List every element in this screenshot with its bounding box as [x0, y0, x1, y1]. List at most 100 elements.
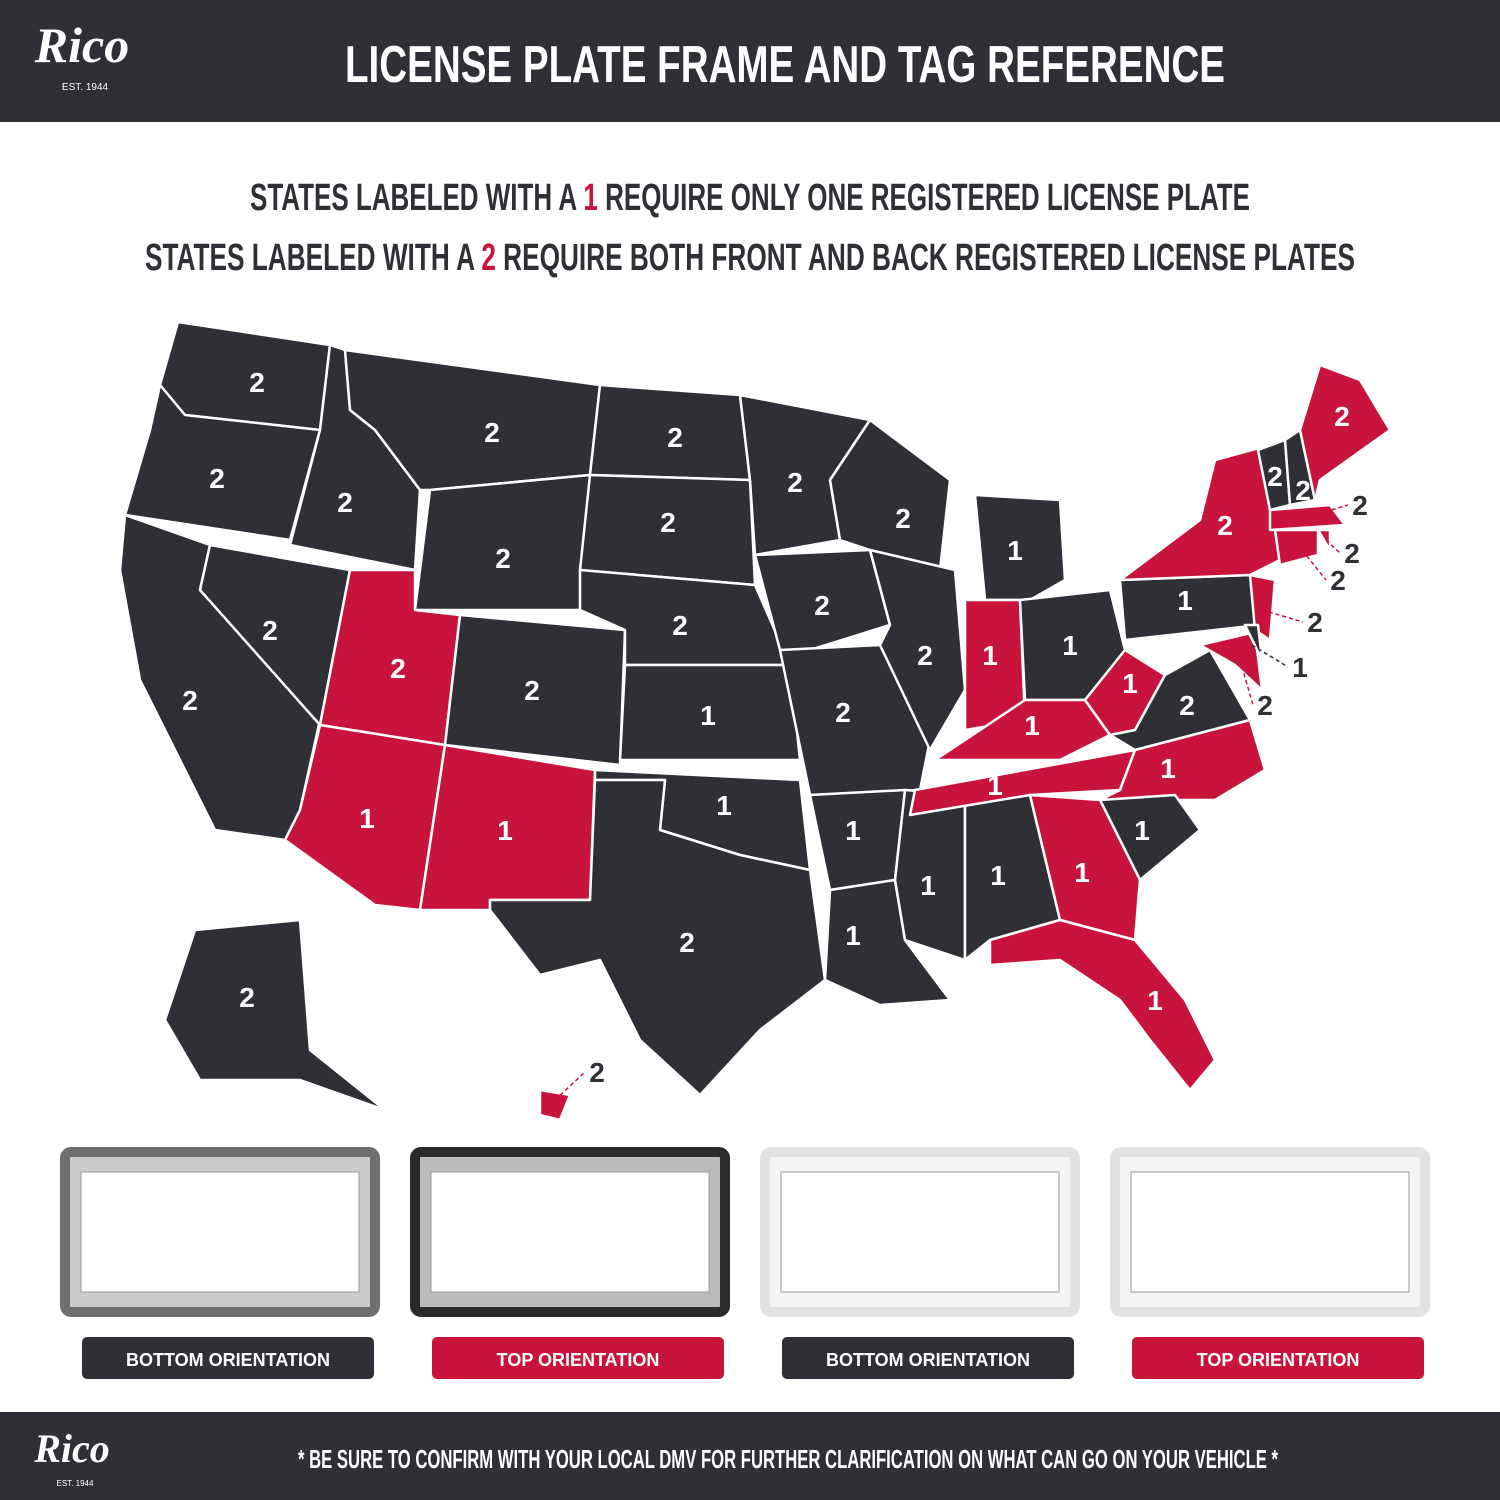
- button: [432, 1337, 724, 1379]
- state-label: 1: [1147, 985, 1163, 1016]
- state-label: 2: [814, 590, 830, 621]
- state-label: 1: [716, 790, 732, 821]
- state-label: 1: [359, 803, 375, 834]
- legend-part: STATES LABELED WITH A: [145, 237, 481, 279]
- state: [123, 383, 322, 542]
- state-label: 1: [1007, 535, 1023, 566]
- state-label: 2: [239, 982, 255, 1013]
- callout-line: [1239, 659, 1254, 706]
- state-label: 1: [497, 815, 513, 846]
- state-label: 1: [1062, 630, 1078, 661]
- button: [82, 1337, 374, 1379]
- state-label: 2: [1179, 690, 1195, 721]
- state: [1028, 793, 1142, 942]
- button-label: BOTTOM ORIENTATION: [826, 1350, 1030, 1370]
- plate-window: [780, 1171, 1060, 1293]
- state: [163, 918, 387, 1112]
- frames: BOTTOM ORIENTATION TOP ORIENTATION BOTTOM …: [60, 1147, 1430, 1379]
- state: [778, 643, 932, 797]
- state-label: 2: [262, 615, 278, 646]
- state-label: 2: [1295, 475, 1311, 506]
- state-label: 2: [917, 640, 933, 671]
- state: [1273, 528, 1320, 567]
- state: [538, 1088, 572, 1122]
- state: [1243, 623, 1264, 662]
- state-label: 2: [1330, 565, 1346, 596]
- state: [933, 698, 1112, 762]
- state-label: 1: [920, 870, 936, 901]
- state: [1298, 363, 1392, 502]
- state-label: 2: [787, 467, 803, 498]
- state-label: 1: [1074, 857, 1090, 888]
- legend-part: 1: [583, 177, 597, 219]
- state-label: 2: [835, 697, 851, 728]
- state-label: 2: [1267, 461, 1283, 492]
- state-label: 1: [1177, 585, 1193, 616]
- plate-window: [430, 1171, 710, 1293]
- state-label: 1: [1122, 668, 1138, 699]
- state: [1098, 718, 1267, 802]
- state-label: 2: [484, 417, 500, 448]
- callout-line: [1297, 544, 1327, 581]
- state-label: 1: [982, 640, 998, 671]
- state: [1316, 528, 1332, 552]
- state-label: 2: [524, 675, 540, 706]
- state-label: 2: [249, 367, 265, 398]
- state-label: 2: [589, 1057, 605, 1088]
- state: [973, 493, 1067, 602]
- legend-part: REQUIRE BOTH FRONT AND BACK REGISTERED L…: [496, 237, 1355, 279]
- state-label: 1: [987, 770, 1003, 801]
- state: [753, 548, 892, 652]
- state-label: 1: [845, 920, 861, 951]
- plate-window: [80, 1171, 360, 1293]
- state-label: 1: [845, 815, 861, 846]
- footer-note: * BE SURE TO CONFIRM WITH YOUR LOCAL DMV…: [298, 1444, 1279, 1474]
- state-label: 2: [667, 422, 683, 453]
- button-label: TOP ORIENTATION: [1197, 1350, 1360, 1370]
- legend-line: STATES LABELED WITH A 2 REQUIRE BOTH FRO…: [145, 237, 1355, 279]
- legend-part: STATES LABELED WITH A: [250, 177, 583, 219]
- button: [1132, 1337, 1424, 1379]
- state-label: 1: [1134, 815, 1150, 846]
- logo-sub: EST. 1944: [62, 82, 109, 93]
- state: [868, 548, 967, 752]
- button-label: BOTTOM ORIENTATION: [126, 1350, 330, 1370]
- state-label: 2: [895, 503, 911, 534]
- state-label: 2: [672, 610, 688, 641]
- footer-bar: [0, 1412, 1500, 1500]
- state-label: 2: [1257, 690, 1273, 721]
- plate-window: [1130, 1171, 1410, 1293]
- callout-line: [1251, 644, 1289, 668]
- state-label: 2: [209, 463, 225, 494]
- state: [618, 663, 802, 762]
- header-bar: [0, 0, 1500, 122]
- button-label: TOP ORIENTATION: [497, 1350, 660, 1370]
- button: [782, 1337, 1074, 1379]
- state-label: 2: [1344, 538, 1360, 569]
- state: [908, 748, 1137, 817]
- state: [443, 613, 627, 767]
- state-label: 2: [1307, 607, 1323, 638]
- state: [488, 778, 827, 1097]
- legend-part: REQUIRE ONLY ONE REGISTERED LICENSE PLAT…: [598, 177, 1250, 219]
- state-label: 2: [337, 487, 353, 518]
- state-label: 2: [1352, 490, 1368, 521]
- state-label: 2: [182, 685, 198, 716]
- state: [988, 918, 1217, 1092]
- state-label: 1: [990, 860, 1006, 891]
- state-label: 1: [700, 700, 716, 731]
- callout-line: [1325, 539, 1341, 554]
- state-label: 1: [1024, 710, 1040, 741]
- footer-logo: Rico: [33, 1426, 110, 1471]
- footer-logo-sub: EST. 1944: [57, 1479, 94, 1488]
- legend-line: STATES LABELED WITH A 1 REQUIRE ONLY ONE…: [250, 177, 1250, 219]
- state-label: 2: [1334, 401, 1350, 432]
- state-label: 1: [1292, 652, 1308, 683]
- logo: Rico: [34, 17, 129, 73]
- state-label: 1: [1160, 753, 1176, 784]
- callout-line: [1304, 504, 1349, 519]
- state-label: 2: [390, 653, 406, 684]
- state: [1198, 630, 1264, 692]
- legend-part: 2: [481, 237, 496, 279]
